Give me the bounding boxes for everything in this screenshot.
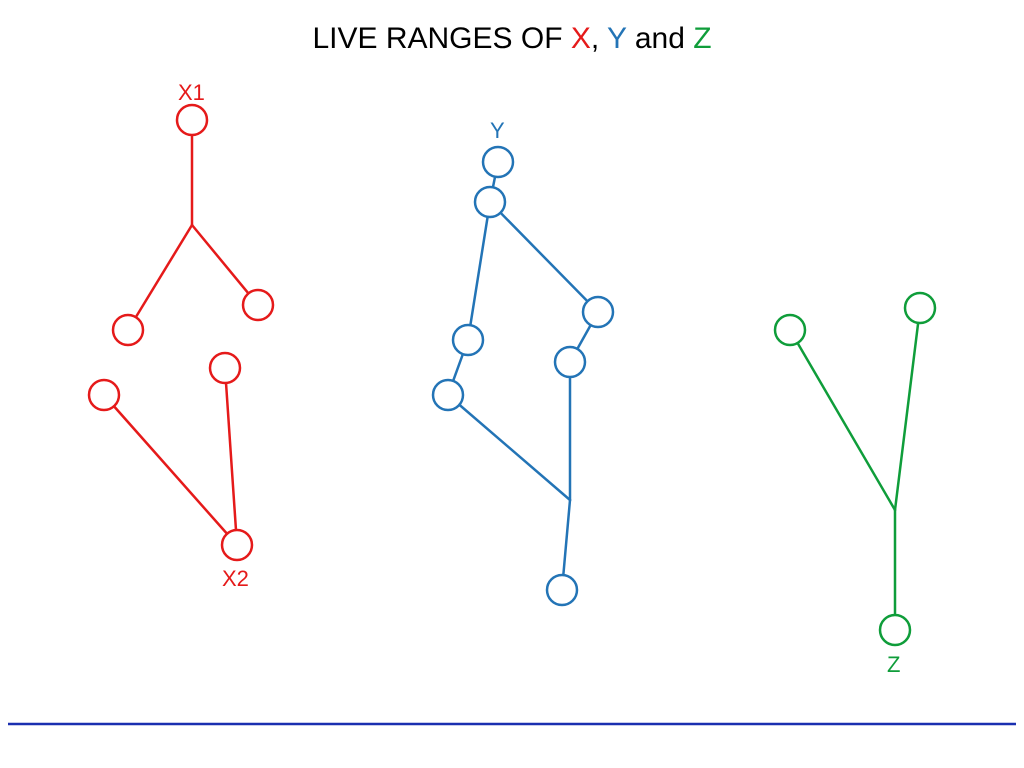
node-x_bot: [222, 530, 252, 560]
node-z_right: [905, 293, 935, 323]
edge-x: [128, 225, 192, 330]
node-y_lr: [555, 347, 585, 377]
label-y: Y: [490, 118, 505, 144]
edge-y: [448, 395, 570, 500]
edge-y: [490, 202, 598, 312]
label-x2: X2: [222, 566, 249, 592]
node-z_bot: [880, 615, 910, 645]
node-y_bot: [547, 575, 577, 605]
node-x_top: [177, 105, 207, 135]
node-z_left: [775, 315, 805, 345]
diagram-stage: LIVE RANGES OF X, Y and Z X1X2YZ: [0, 0, 1024, 768]
edge-z: [790, 330, 895, 510]
edge-z: [895, 308, 920, 510]
node-x_lr: [210, 353, 240, 383]
edge-x: [225, 368, 237, 545]
label-z: Z: [887, 652, 900, 678]
node-x_ll: [89, 380, 119, 410]
node-y_left: [453, 325, 483, 355]
graph-svg: [0, 0, 1024, 768]
node-x_left: [113, 315, 143, 345]
node-y_ll: [433, 380, 463, 410]
node-y_right: [583, 297, 613, 327]
node-y_t2: [475, 187, 505, 217]
node-y_top: [483, 147, 513, 177]
node-x_right: [243, 290, 273, 320]
edge-y: [468, 202, 490, 340]
label-x1: X1: [178, 80, 205, 106]
edge-x: [104, 395, 237, 545]
